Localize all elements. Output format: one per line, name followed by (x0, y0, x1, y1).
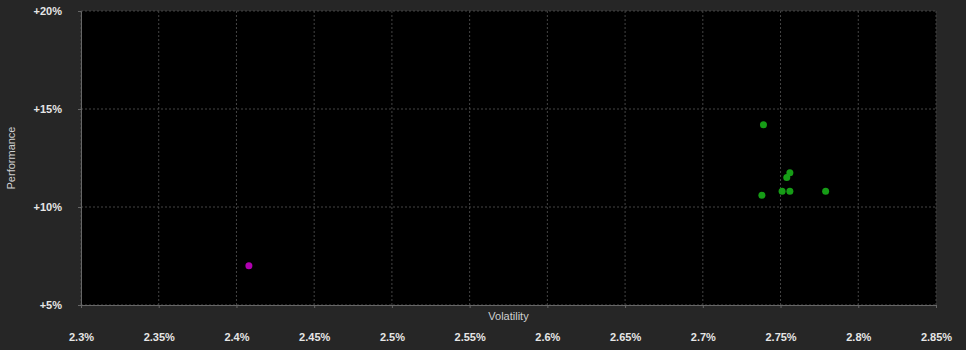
point (786, 188, 793, 195)
tick-mark (392, 305, 393, 308)
axis-line (82, 306, 937, 309)
points (245, 121, 829, 269)
tick-mark (547, 305, 548, 308)
tick-mark (78, 305, 81, 306)
tick-mark (78, 207, 81, 208)
grid-line-x (469, 11, 470, 305)
point (758, 192, 765, 199)
tick: 2.6% (535, 305, 560, 343)
point (760, 121, 767, 128)
tick: +10% (34, 201, 81, 213)
grid-line-x (236, 11, 237, 305)
tick-mark (159, 305, 160, 308)
tick-mark (858, 305, 859, 308)
tick-label: 2.7% (691, 331, 716, 343)
tick: 2.7% (691, 305, 716, 343)
tick: 2.8% (846, 305, 871, 343)
grid-line-y (81, 109, 936, 110)
grid-line-x (547, 11, 548, 305)
tick-label: 2.45% (299, 331, 330, 343)
tick-mark (314, 305, 315, 308)
grid-line-x (780, 11, 781, 305)
grid-line-x (702, 11, 703, 305)
y-axis-title: Performance (5, 127, 17, 190)
tick-label: 2.8% (846, 331, 871, 343)
tick: +20% (34, 5, 81, 17)
tick-mark (625, 305, 626, 308)
tick-label: 2.3% (69, 331, 94, 343)
grid-line-x (314, 11, 315, 305)
tick-mark (936, 305, 937, 308)
point (822, 188, 829, 195)
point (245, 262, 252, 269)
point (779, 188, 786, 195)
tick-label: 2.5% (380, 331, 405, 343)
tick: 2.65% (610, 305, 641, 343)
tick-mark (78, 109, 81, 110)
tick: 2.4% (224, 305, 249, 343)
tick-label: +5% (40, 299, 63, 311)
tick-label: 2.55% (455, 331, 486, 343)
grid-line-x (391, 11, 392, 305)
tick-mark (703, 305, 704, 308)
tick: 2.5% (380, 305, 405, 343)
y-axis: +5% +10% +15% +20% (34, 5, 82, 311)
background (0, 0, 966, 350)
grid (81, 11, 936, 305)
tick-mark (470, 305, 471, 308)
tick-label: 2.65% (610, 331, 641, 343)
grid-line-y (81, 11, 936, 12)
tick-label: 2.85% (921, 331, 952, 343)
grid-line-x (625, 11, 626, 305)
tick-label: +10% (34, 201, 63, 213)
tick: 2.3% (69, 305, 94, 343)
axis-line (78, 12, 82, 306)
chart: 2.3% 2.35% 2.4% 2.45% 2.5% 2.55% 2.6% 2.65% 2.7%… (0, 0, 966, 350)
tick-label: 2.75% (765, 331, 796, 343)
tick: +5% (40, 299, 81, 311)
grid-line-x (858, 11, 859, 305)
x-axis: 2.3% 2.35% 2.4% 2.45% 2.5% 2.55% 2.6% 2.65% 2.7%… (69, 305, 952, 343)
plot-area (81, 11, 936, 305)
tick: 2.55% (455, 305, 486, 343)
tick-label: +20% (34, 5, 63, 17)
tick: 2.45% (299, 305, 330, 343)
tick: 2.35% (144, 305, 175, 343)
tick: +15% (34, 103, 81, 115)
tick-mark (78, 11, 81, 12)
grid-line-y (81, 207, 936, 208)
x-axis-title: Volatility (488, 310, 529, 322)
tick-label: +15% (34, 103, 63, 115)
grid-line-x (936, 11, 937, 305)
tick-label: 2.6% (535, 331, 560, 343)
tick-label: 2.35% (144, 331, 175, 343)
grid-line-x (158, 11, 159, 305)
point (783, 174, 790, 181)
tick: 2.85% (921, 305, 952, 343)
tick-mark (236, 305, 237, 308)
tick-label: 2.4% (224, 331, 249, 343)
tick: 2.75% (765, 305, 796, 343)
tick-mark (781, 305, 782, 308)
